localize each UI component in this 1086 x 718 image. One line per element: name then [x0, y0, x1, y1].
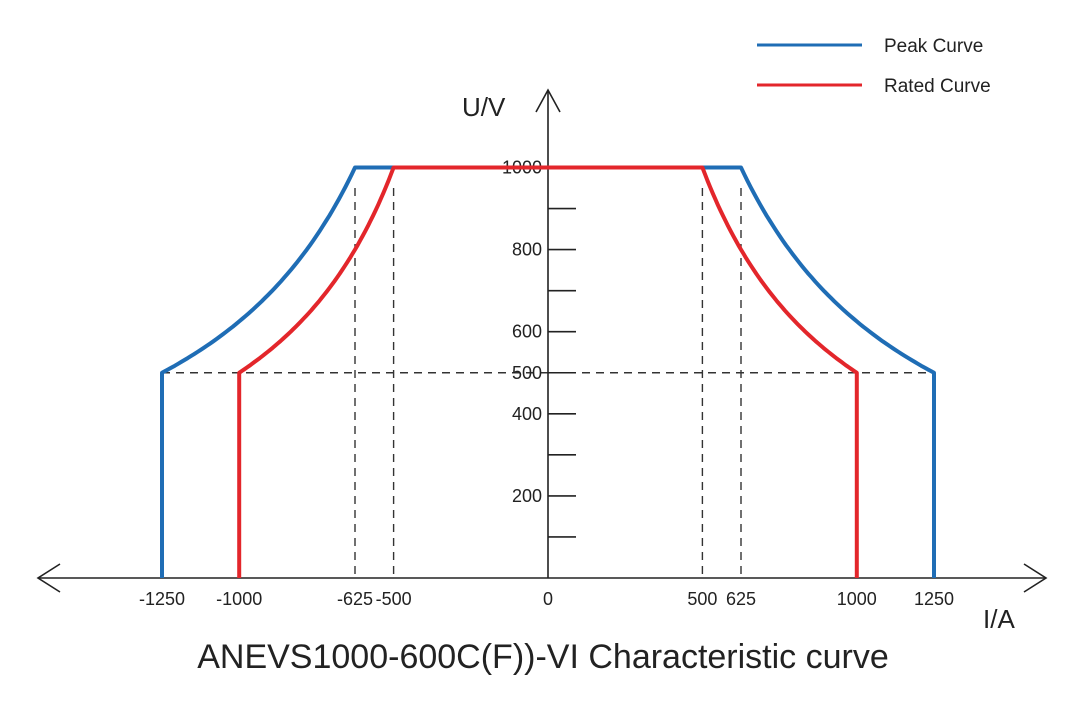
x-axis-arrow-left — [36, 563, 61, 593]
legend: Peak Curve Rated Curve — [757, 36, 991, 97]
y-tick-label-500: 500 — [512, 363, 542, 383]
y-axis-label: U/V — [462, 92, 506, 122]
x-axis-label: I/A — [983, 604, 1015, 634]
x-tick-label-1250: 1250 — [914, 589, 954, 609]
x-tick-label-500: 500 — [687, 589, 717, 609]
x-tick-label-0: 0 — [543, 589, 553, 609]
series-lines — [160, 165, 936, 578]
x-tick-label--1250: -1250 — [139, 589, 185, 609]
x-tick-label-625: 625 — [726, 589, 756, 609]
series-line-rated-curve — [237, 165, 859, 578]
x-tick-label-1000: 1000 — [837, 589, 877, 609]
x-axis-arrow-right — [1023, 563, 1048, 593]
y-tick-label-200: 200 — [512, 486, 542, 506]
legend-label-rated-curve: Rated Curve — [884, 76, 991, 97]
chart-title: ANEVS1000-600C(F))-VI Characteristic cur… — [197, 638, 889, 676]
axes — [36, 88, 1048, 593]
legend-label-peak-curve: Peak Curve — [884, 36, 983, 57]
x-tick-label--625: -625 — [337, 589, 373, 609]
y-tick-label-400: 400 — [512, 404, 542, 424]
x-tick-label--1000: -1000 — [216, 589, 262, 609]
y-axis-arrow — [535, 88, 561, 113]
y-tick-label-800: 800 — [512, 240, 542, 260]
y-tick-label-600: 600 — [512, 322, 542, 342]
x-tick-label--500: -500 — [376, 589, 412, 609]
ticks: 200 400 500 600 800 1000 -1250 -1000 -625 -500 0 50… — [139, 158, 954, 610]
